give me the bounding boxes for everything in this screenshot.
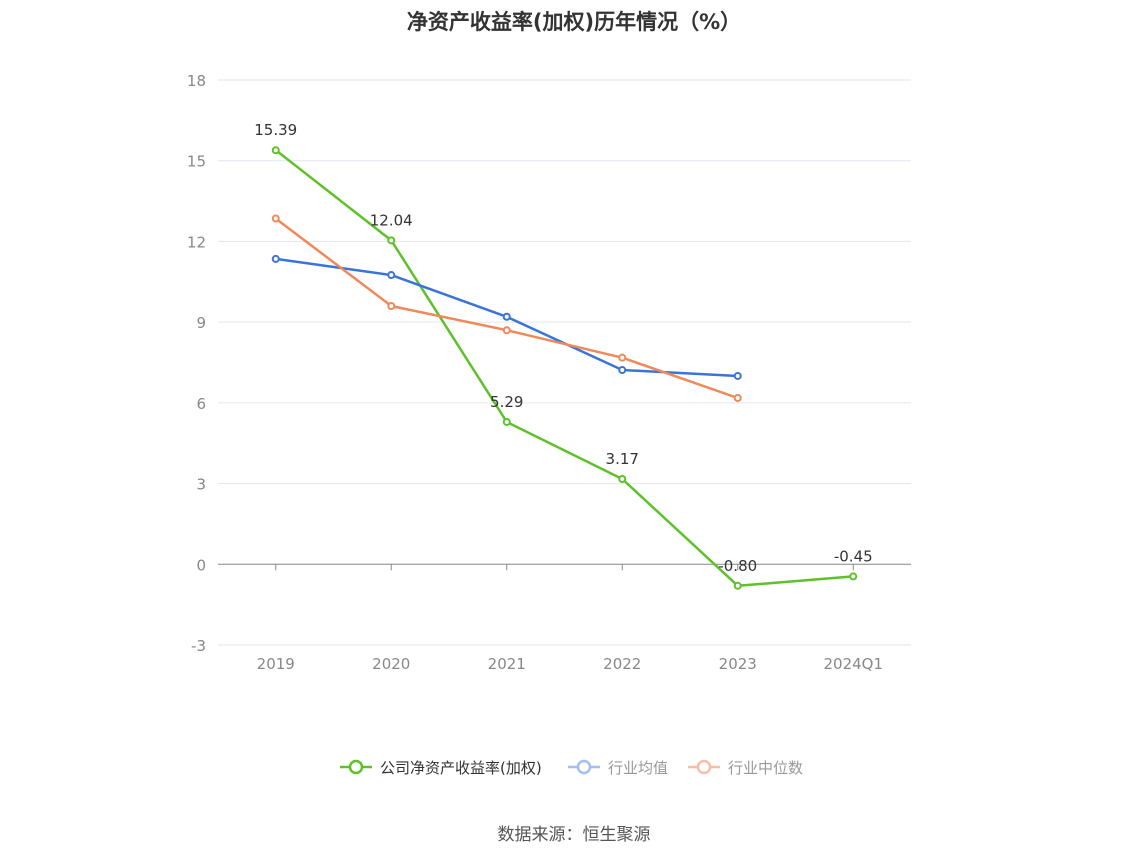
- legend[interactable]: 公司净资产收益率(加权) 行业均值 行业中位数: [340, 759, 803, 777]
- legend-label: 行业均值: [608, 759, 668, 777]
- data-point: [502, 312, 511, 321]
- data-point: [271, 254, 280, 263]
- y-tick-label: 3: [196, 476, 206, 494]
- data-label: -0.45: [834, 547, 873, 565]
- data-point: [618, 353, 627, 362]
- data-label: 3.17: [606, 450, 639, 468]
- chart-title: 净资产收益率(加权)历年情况（%）: [406, 10, 742, 34]
- x-tick-label: 2019: [257, 655, 295, 673]
- data-label: 5.29: [490, 393, 523, 411]
- data-point: [849, 572, 858, 581]
- legend-label: 公司净资产收益率(加权): [380, 759, 542, 777]
- y-axis-tick-labels: -3 0 3 6 9 12 15 18: [187, 72, 206, 655]
- y-tick-label: 9: [196, 314, 206, 332]
- y-tick-label: 0: [196, 556, 206, 574]
- x-tick-label: 2022: [603, 655, 641, 673]
- data-point: [502, 417, 511, 426]
- data-point: [733, 394, 742, 403]
- legend-item[interactable]: 行业中位数: [688, 759, 803, 777]
- x-tick-label: 2024Q1: [823, 655, 883, 673]
- data-point: [618, 474, 627, 483]
- legend-swatch-marker: [348, 759, 364, 775]
- series-lines: [271, 146, 858, 590]
- legend-item[interactable]: 公司净资产收益率(加权): [340, 759, 542, 777]
- x-tick-label: 2020: [372, 655, 410, 673]
- data-point: [271, 146, 280, 155]
- y-tick-label: 15: [187, 153, 206, 171]
- data-point: [733, 371, 742, 380]
- x-tick-label: 2023: [719, 655, 757, 673]
- data-point: [387, 302, 396, 310]
- y-tick-label: -3: [191, 637, 206, 655]
- data-point: [387, 236, 396, 245]
- y-tick-label: 12: [187, 233, 206, 251]
- data-point: [271, 214, 280, 223]
- data-label: 12.04: [370, 211, 413, 229]
- x-axis: 2019 2020 2021 2022 2023 2024Q1: [218, 563, 911, 673]
- series-line: [275, 149, 854, 588]
- legend-swatch-marker: [576, 759, 592, 775]
- data-label: -0.80: [718, 557, 757, 575]
- y-tick-label: 18: [187, 72, 206, 90]
- data-source: 数据来源：恒生聚源: [497, 825, 651, 845]
- legend-item[interactable]: 行业均值: [568, 759, 668, 777]
- y-tick-label: 6: [196, 395, 206, 413]
- data-point: [387, 271, 396, 280]
- data-label: 15.39: [254, 121, 297, 139]
- series-line: [275, 217, 739, 400]
- data-point: [733, 581, 742, 590]
- grid-lines: [218, 79, 911, 646]
- x-tick-label: 2021: [488, 655, 526, 673]
- data-point: [502, 326, 511, 335]
- legend-label: 行业中位数: [728, 759, 803, 777]
- data-point: [618, 366, 627, 375]
- legend-swatch-marker: [696, 759, 712, 775]
- data-labels: 15.39 12.04 5.29 3.17 -0.80 -0.45: [254, 121, 872, 575]
